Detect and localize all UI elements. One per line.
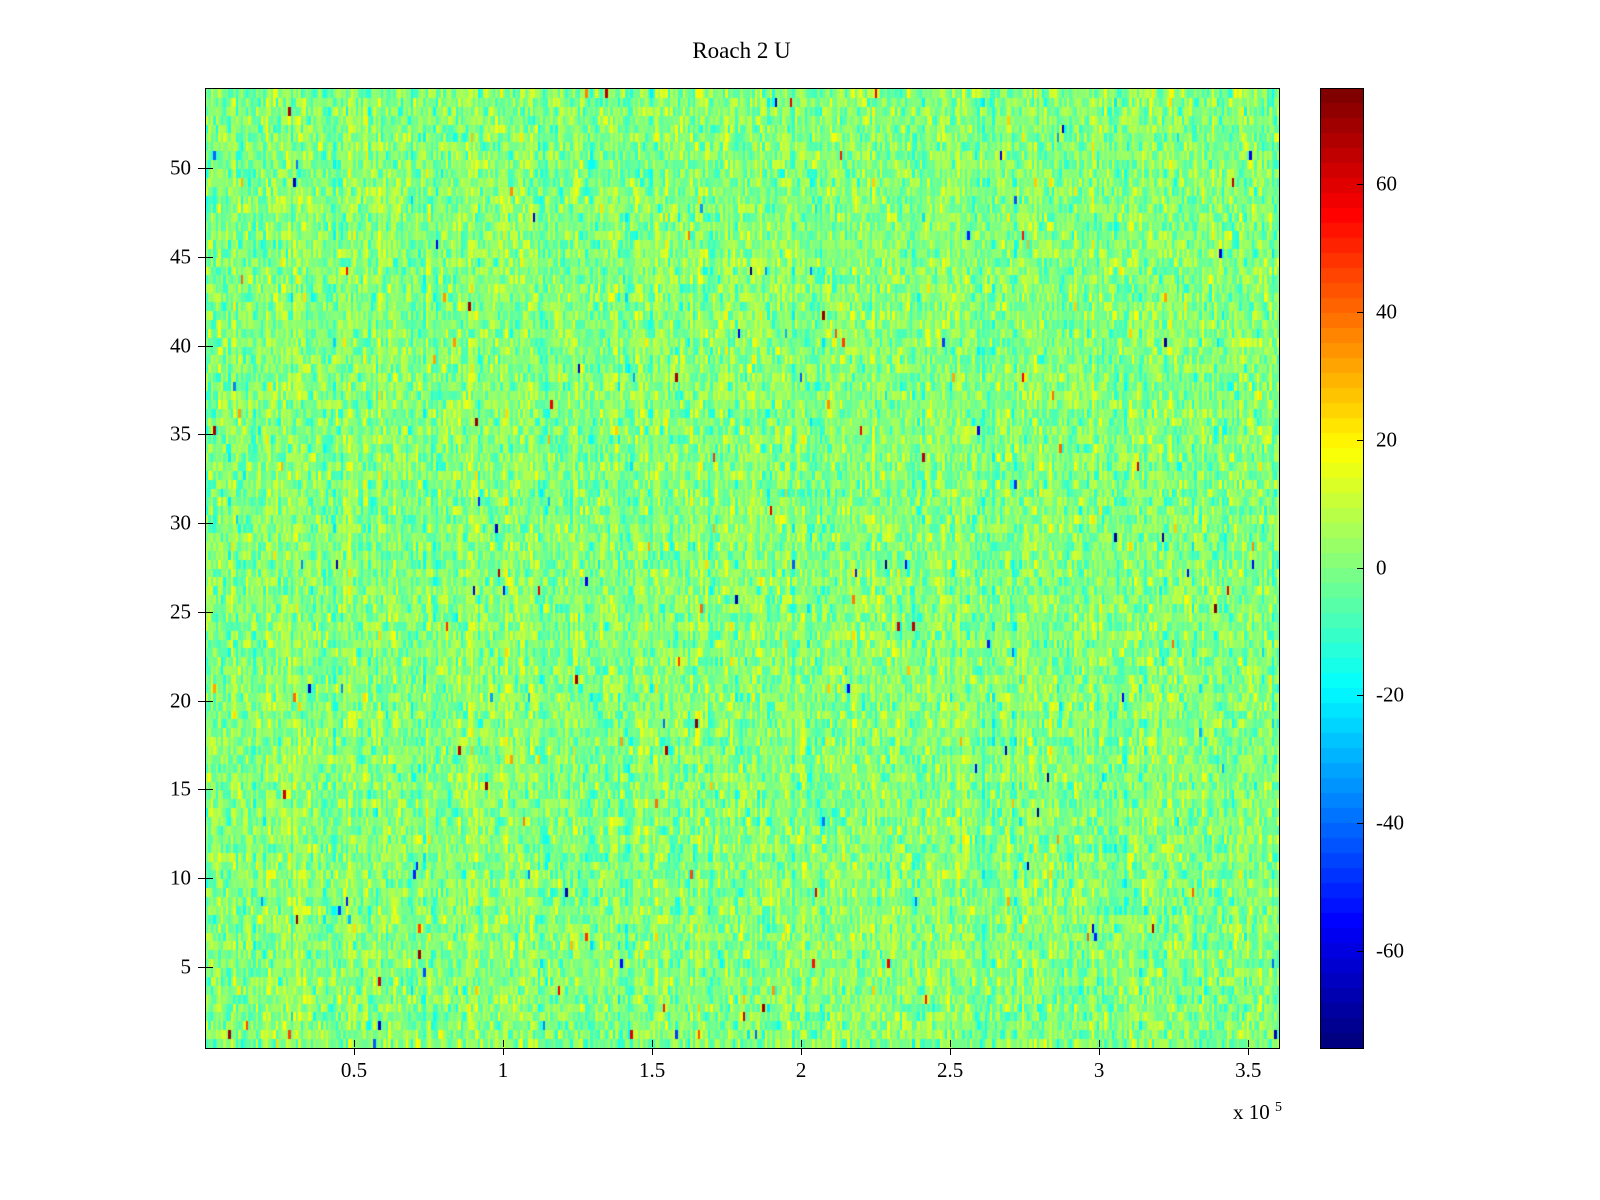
y-tick-mark-inner [206,167,213,169]
x-tick-label: 1 [497,1058,509,1082]
x-tick-mark [1248,1048,1250,1055]
colorbar-tick-mark [1357,567,1363,569]
y-tick-label: 50 [170,155,191,180]
colorbar-tick-mark [1357,439,1363,441]
x-tick-mark [652,1048,654,1055]
colorbar-tick-label: -40 [1376,810,1404,835]
y-tick-mark-inner [206,345,213,347]
exponent-power: 5 [1275,1100,1282,1115]
colorbar-canvas [1321,89,1363,1048]
colorbar [1320,88,1364,1049]
x-tick-mark-inner [950,1040,952,1047]
x-tick-label: 2.5 [937,1058,964,1082]
colorbar-tick-label: 60 [1376,171,1397,196]
y-tick-mark [198,523,205,525]
y-tick-label: 45 [170,244,191,269]
x-tick-mark-inner [1099,1040,1101,1047]
y-tick-label: 30 [170,510,191,535]
y-tick-mark-inner [206,256,213,258]
y-tick-mark-inner [206,878,213,880]
chart-title: Roach 2 U [692,38,791,63]
y-tick-mark [198,789,205,791]
plot-area [205,88,1280,1049]
colorbar-tick-label: 0 [1376,555,1387,579]
x-tick-label: 1.5 [638,1058,666,1082]
colorbar-tick-label: 40 [1376,299,1397,324]
x-tick-mark-inner [354,1040,356,1047]
x-tick-mark [801,1048,803,1055]
x-tick-label: 3.5 [1235,1058,1262,1082]
x-tick-mark-inner [652,1040,654,1047]
x-tick-mark-inner [1248,1040,1250,1047]
y-tick-mark [198,167,205,169]
y-tick-mark [198,345,205,347]
colorbar-tick-label: -60 [1376,938,1404,963]
colorbar-tick-mark [1357,183,1363,185]
heatmap-canvas [206,89,1279,1048]
y-tick-mark-inner [206,434,213,436]
y-tick-label: 25 [170,599,191,624]
x-tick-mark [950,1048,952,1055]
y-tick-label: 5 [180,954,192,979]
y-tick-mark-inner [206,523,213,525]
y-tick-mark [198,700,205,702]
y-tick-label: 10 [170,865,191,890]
x-tick-mark-inner [801,1040,803,1047]
x-tick-label: 3 [1093,1058,1105,1082]
y-tick-mark [198,967,205,969]
colorbar-tick-mark [1357,695,1363,697]
colorbar-tick-label: 20 [1376,427,1397,452]
y-tick-label: 35 [170,421,191,446]
x-tick-label: 2 [795,1058,807,1082]
y-tick-label: 20 [170,688,191,713]
colorbar-tick-mark [1357,823,1363,825]
y-tick-mark [198,434,205,436]
x-tick-mark-inner [503,1040,505,1047]
x-tick-mark [1099,1048,1101,1055]
x-axis-exponent-label: x 10 5 [1190,1100,1282,1125]
colorbar-tick-mark [1357,951,1363,953]
y-tick-mark-inner [206,789,213,791]
y-tick-label: 15 [170,776,191,801]
y-tick-label: 40 [170,333,191,357]
x-tick-mark [354,1048,356,1055]
y-tick-mark [198,878,205,880]
y-tick-mark [198,256,205,258]
y-tick-mark-inner [206,967,213,969]
y-tick-mark-inner [206,700,213,702]
colorbar-tick-label: -20 [1376,682,1404,707]
y-tick-mark [198,611,205,613]
colorbar-tick-mark [1357,311,1363,313]
y-tick-mark-inner [206,611,213,613]
x-tick-mark [503,1048,505,1055]
exponent-prefix: x 10 [1233,1100,1270,1124]
x-tick-label: 0.5 [340,1058,368,1082]
